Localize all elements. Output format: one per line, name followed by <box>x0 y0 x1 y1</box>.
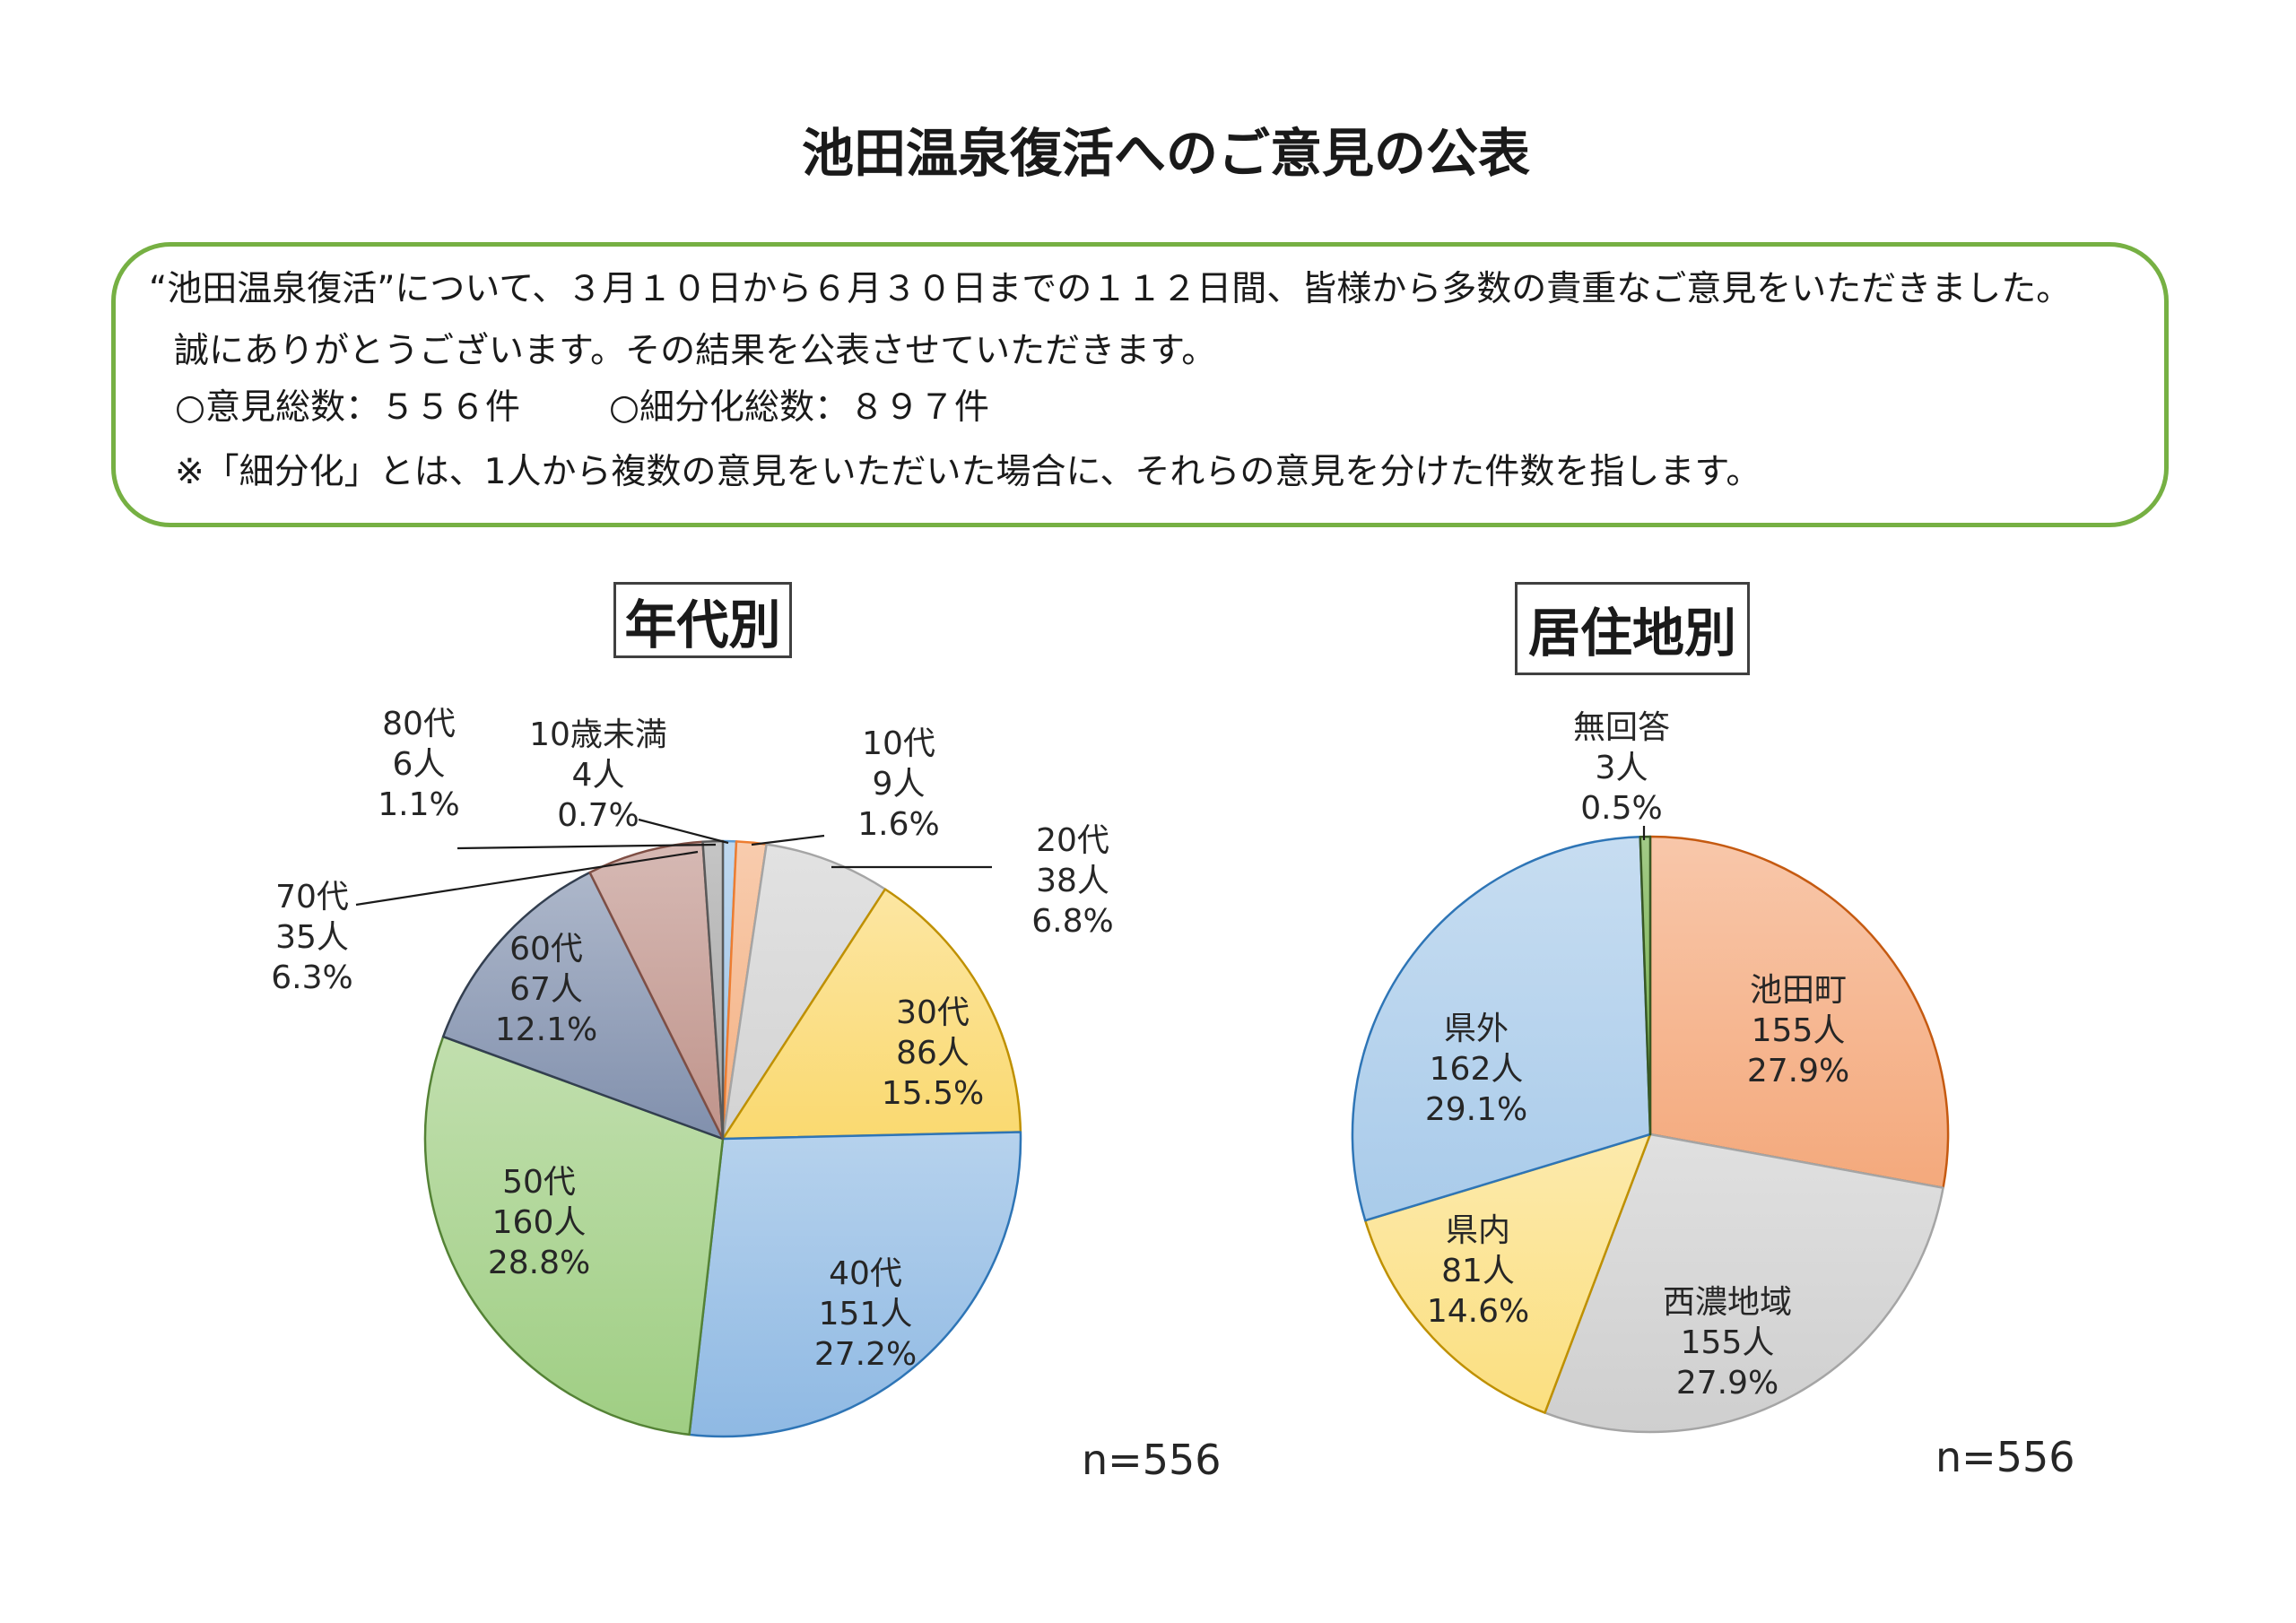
age-label-category: 80代 <box>382 706 456 742</box>
age-label-percent: 6.8% <box>1031 903 1113 940</box>
age-label-count: 35人 <box>275 919 349 956</box>
residence-label-count: 3人 <box>1596 750 1648 786</box>
age-slice-label-9: 80代 6人1.1% <box>378 706 459 823</box>
residence-chart-title: 居住地別 <box>1515 582 1750 675</box>
age-label-category: 40代 <box>829 1255 902 1292</box>
residence-label-category: 池田町 <box>1750 972 1847 1009</box>
age-sample-size: n=556 <box>1082 1436 1222 1484</box>
age-slice-8 <box>588 840 725 1141</box>
age-label-percent: 27.2% <box>814 1336 917 1373</box>
age-slice-label-5: 40代 151人 27.2% <box>814 1255 917 1373</box>
residence-slice-1 <box>1648 835 1950 1189</box>
age-slice-label-1: 10歳未満 4人0.7% <box>529 716 667 834</box>
age-label-percent: 0.7% <box>557 797 639 834</box>
age-label-percent: 6.3% <box>271 959 352 996</box>
age-label-count: 160人 <box>492 1204 587 1241</box>
age-slice-label-3: 20代 38人 6.8% <box>1031 822 1113 940</box>
residence-slice-label-3: 県内 81人 14.6% <box>1427 1212 1529 1330</box>
age-leader-line-8 <box>355 850 699 907</box>
age-label-percent: 1.1% <box>378 786 459 823</box>
age-label-percent: 15.5% <box>882 1075 984 1112</box>
residence-label-category: 県外 <box>1444 1011 1509 1047</box>
total-subdivided: ○細分化総数：８９７件 <box>609 387 990 428</box>
age-label-count: 86人 <box>896 1035 970 1072</box>
residence-pie-chart: 池田町155人27.9%西濃地域155人27.9%県内81人14.6%県外162… <box>1351 709 2075 1481</box>
age-leader-line-1 <box>638 818 729 845</box>
age-label-category: 10代 <box>862 725 935 762</box>
residence-label-category: 西濃地域 <box>1663 1284 1792 1321</box>
age-label-category: 50代 <box>502 1164 576 1201</box>
age-slice-7 <box>441 871 725 1141</box>
age-label-count: 9人 <box>873 766 926 803</box>
age-slice-label-2: 10代 9人1.6% <box>857 725 939 843</box>
residence-label-category: 県内 <box>1446 1212 1510 1249</box>
total-opinions: ○意見総数：５５６件 <box>175 387 521 428</box>
residence-slice-label-5: 無回答 3人 0.5% <box>1573 709 1670 827</box>
residence-label-category: 無回答 <box>1573 709 1670 746</box>
age-chart-title: 年代別 <box>613 582 792 658</box>
residence-sample-size: n=556 <box>1935 1433 2075 1481</box>
age-leader-line-2 <box>751 834 825 846</box>
age-pie-chart: 10歳未満 4人0.7% 10代 9人1.6% 20代 38人 6.8% 30代 86人15.5… <box>271 706 1221 1484</box>
age-label-count: 6人 <box>393 746 446 783</box>
age-label-category: 10歳未満 <box>529 716 667 753</box>
notice-line-1: “池田温泉復活”について、３月１０日から６月３０日までの１１２日間、皆様から多数… <box>149 269 2072 309</box>
residence-label-percent: 14.6% <box>1427 1293 1529 1330</box>
age-label-category: 70代 <box>275 879 349 916</box>
residence-label-percent: 27.9% <box>1747 1053 1849 1089</box>
age-leader-line-9 <box>457 843 717 850</box>
residence-label-count: 155人 <box>1752 1012 1846 1049</box>
age-label-percent: 1.6% <box>857 806 939 843</box>
age-slice-5 <box>688 1131 1022 1438</box>
age-label-count: 4人 <box>572 757 625 794</box>
age-slice-3 <box>721 843 887 1141</box>
age-label-category: 20代 <box>1036 822 1109 859</box>
page-title: 池田温泉復活へのご意見の公表 <box>801 123 1530 184</box>
residence-label-percent: 27.9% <box>1676 1365 1779 1402</box>
age-slice-4 <box>721 888 1022 1141</box>
age-label-count: 151人 <box>819 1296 913 1332</box>
residence-slice-3 <box>1363 1133 1652 1414</box>
age-label-category: 30代 <box>896 994 970 1031</box>
age-label-category: 60代 <box>509 931 583 968</box>
residence-label-count: 81人 <box>1441 1253 1515 1289</box>
residence-slice-2 <box>1544 1133 1944 1434</box>
age-label-count: 38人 <box>1036 863 1109 899</box>
residence-label-count: 155人 <box>1681 1324 1775 1361</box>
age-label-percent: 12.1% <box>495 1011 597 1048</box>
age-label-percent: 28.8% <box>488 1245 590 1281</box>
notice-box <box>111 242 2169 527</box>
residence-label-count: 162人 <box>1430 1051 1524 1088</box>
age-slice-6 <box>423 1035 725 1436</box>
age-label-count: 67人 <box>509 971 583 1008</box>
residence-label-percent: 29.1% <box>1425 1091 1527 1128</box>
residence-slice-4 <box>1351 835 1652 1222</box>
notice-line-2: 誠にありがとうございます。その結果を公表させていただきます。 <box>174 331 1217 371</box>
residence-slice-5 <box>1639 835 1652 1136</box>
residence-label-percent: 0.5% <box>1580 790 1662 827</box>
subdivision-note: ※「細分化」とは、1人から複数の意見をいただいた場合に、それらの意見を分けた件数… <box>175 452 1761 492</box>
